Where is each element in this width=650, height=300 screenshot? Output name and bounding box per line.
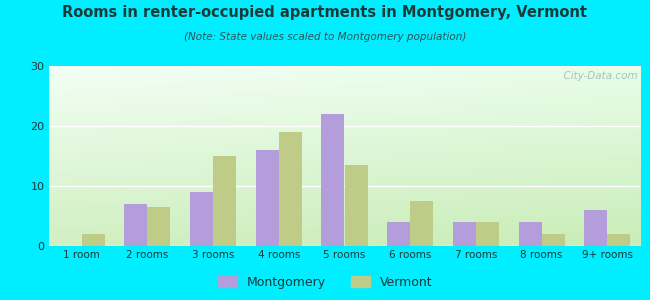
Text: (Note: State values scaled to Montgomery population): (Note: State values scaled to Montgomery…: [184, 32, 466, 41]
Bar: [279, 132, 302, 246]
Bar: [453, 222, 476, 246]
Bar: [410, 201, 433, 246]
Bar: [190, 192, 213, 246]
Bar: [344, 165, 367, 246]
Bar: [584, 210, 607, 246]
Bar: [322, 114, 344, 246]
Bar: [82, 234, 105, 246]
Bar: [213, 156, 236, 246]
Text: Rooms in renter-occupied apartments in Montgomery, Vermont: Rooms in renter-occupied apartments in M…: [62, 4, 588, 20]
Text: City-Data.com: City-Data.com: [556, 71, 637, 81]
Bar: [387, 222, 410, 246]
Bar: [519, 222, 541, 246]
Bar: [541, 234, 565, 246]
Bar: [476, 222, 499, 246]
Bar: [124, 204, 148, 246]
Bar: [148, 207, 170, 246]
Bar: [607, 234, 630, 246]
Legend: Montgomery, Vermont: Montgomery, Vermont: [213, 271, 437, 294]
Bar: [256, 150, 279, 246]
